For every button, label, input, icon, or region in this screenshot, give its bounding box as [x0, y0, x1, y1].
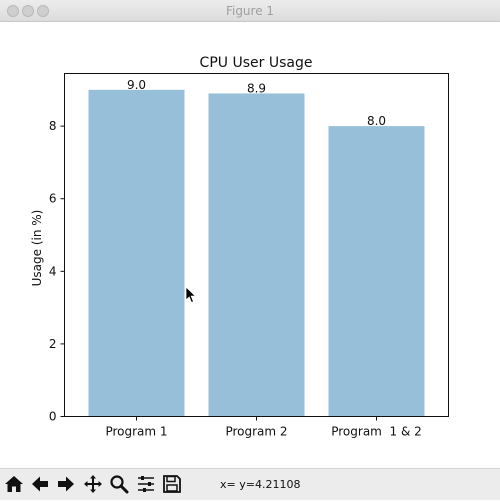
- y-tick-label-8: 8: [49, 119, 57, 133]
- x-tick-label-1: Program 1: [105, 425, 167, 439]
- maximize-window-button[interactable]: [37, 5, 49, 17]
- window-title: Figure 1: [225, 4, 275, 18]
- x-tick-label-2: Program 2: [225, 425, 287, 439]
- cursor-coordinate-readout: x= y=4.21108: [220, 478, 301, 491]
- zoom-magnifier-icon[interactable]: [107, 472, 131, 496]
- title-bar[interactable]: Figure 1: [0, 0, 500, 22]
- bar-3: [328, 126, 425, 417]
- bar-2: [208, 93, 305, 417]
- x-tick-label-3: Program 1 & 2: [331, 425, 422, 439]
- bar-chart: CPU User Usage Usage (in %) 9.0 8.9 8.0 0 2…: [30, 55, 449, 439]
- bars-group: [88, 89, 425, 417]
- axes-frame: [64, 73, 449, 417]
- bar-value-label-2: 8.9: [247, 81, 266, 95]
- y-tick-label-0: 0: [49, 410, 57, 424]
- pan-move-icon[interactable]: [81, 472, 105, 496]
- subplots-sliders-icon[interactable]: [134, 472, 158, 496]
- forward-arrow-icon[interactable]: [54, 472, 78, 496]
- figure-canvas[interactable]: CPU User Usage Usage (in %) 9.0 8.9 8.0 0 2…: [0, 22, 500, 468]
- y-tick-label-4: 4: [49, 264, 57, 278]
- y-axis-label: Usage (in %): [30, 210, 44, 287]
- save-disk-icon[interactable]: [160, 472, 184, 496]
- chart-title: CPU User Usage: [200, 55, 313, 71]
- home-icon[interactable]: [2, 472, 26, 496]
- y-ticks: 0 2 4 6 8: [49, 119, 65, 424]
- back-arrow-icon[interactable]: [28, 472, 52, 496]
- bar-value-label-1: 9.0: [127, 78, 146, 92]
- y-tick-label-2: 2: [49, 337, 57, 351]
- navigation-toolbar: x= y=4.21108: [0, 468, 500, 500]
- mouse-pointer-icon: [185, 286, 197, 304]
- bar-value-labels: 9.0 8.9 8.0: [127, 78, 386, 128]
- close-window-button[interactable]: [7, 5, 19, 17]
- bar-value-label-3: 8.0: [367, 114, 386, 128]
- x-ticks: Program 1 Program 2 Program 1 & 2: [105, 416, 422, 439]
- bar-1: [88, 89, 185, 417]
- y-tick-label-6: 6: [49, 192, 57, 206]
- minimize-window-button[interactable]: [22, 5, 34, 17]
